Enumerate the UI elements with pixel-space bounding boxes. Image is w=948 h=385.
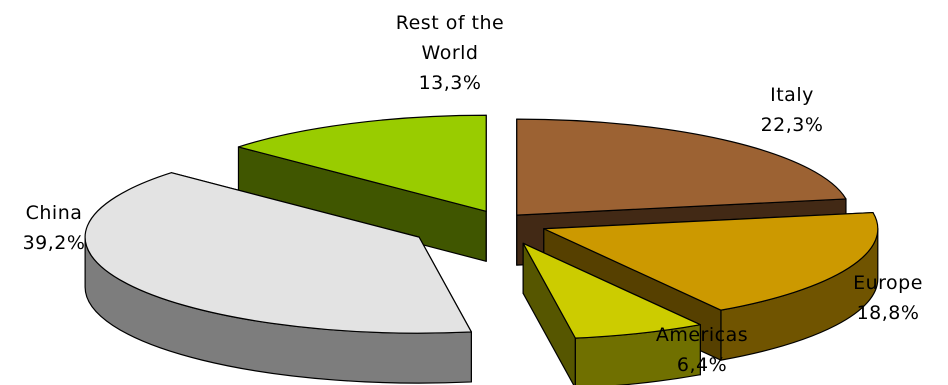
label-americas-name: Americas bbox=[655, 324, 749, 346]
label-americas: Americas 6,4% bbox=[622, 320, 782, 380]
slice-top-rest-of-the-world bbox=[237, 114, 487, 212]
slice-top-italy bbox=[516, 118, 847, 216]
label-europe: Europe 18,8% bbox=[828, 268, 948, 328]
label-italy: Italy 22,3% bbox=[722, 80, 862, 140]
slice-rest-of-the-world bbox=[237, 114, 487, 262]
label-italy-value: 22,3% bbox=[760, 114, 824, 136]
slice-top-europe bbox=[543, 211, 879, 311]
slice-china bbox=[84, 172, 472, 384]
label-europe-name: Europe bbox=[853, 272, 923, 294]
label-china: China 39,2% bbox=[0, 198, 108, 258]
label-rest-of-world-line2: World bbox=[421, 42, 479, 64]
label-americas-value: 6,4% bbox=[676, 354, 728, 376]
label-rest-of-world-line1: Rest of the bbox=[395, 12, 505, 34]
slice-top-china bbox=[84, 172, 472, 334]
label-rest-of-world: Rest of the World 13,3% bbox=[360, 8, 540, 98]
slice-americas bbox=[522, 242, 701, 385]
label-china-value: 39,2% bbox=[22, 232, 86, 254]
slice-top-americas bbox=[522, 242, 701, 339]
label-rest-of-world-value: 13,3% bbox=[418, 72, 482, 94]
label-italy-name: Italy bbox=[770, 84, 814, 106]
label-europe-value: 18,8% bbox=[856, 302, 920, 324]
label-china-name: China bbox=[25, 202, 83, 224]
